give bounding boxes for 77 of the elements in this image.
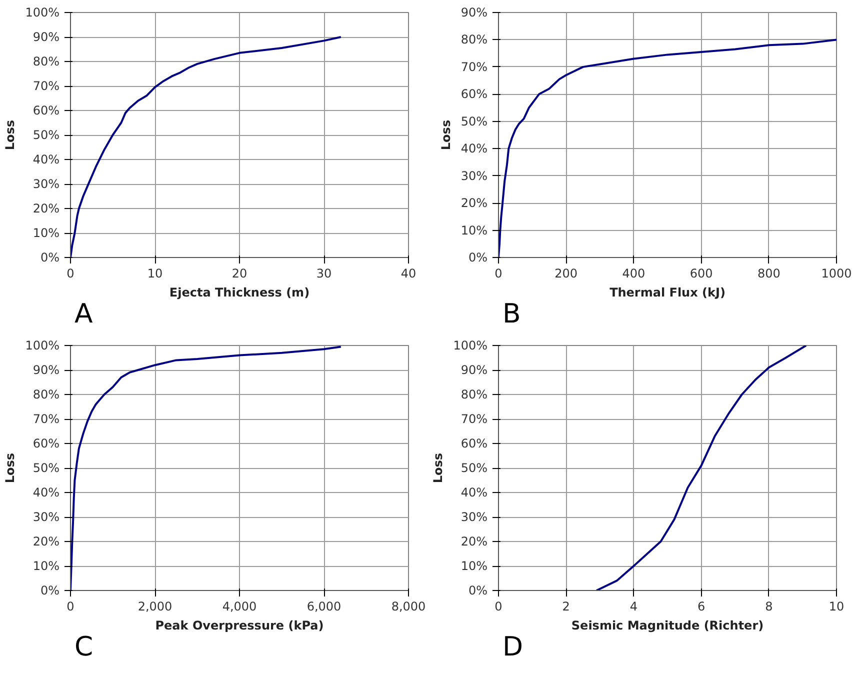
x-tick-label: 600: [690, 266, 713, 280]
x-tick-label: 2,000: [138, 600, 172, 614]
y-tick-label: 20%: [460, 534, 488, 548]
y-tick-label: 60%: [32, 436, 60, 450]
x-tick-label: 0: [494, 266, 502, 280]
x-tick-label: 8,000: [391, 600, 426, 614]
y-tick-label: 30%: [460, 510, 488, 524]
y-tick-label: 10%: [460, 559, 488, 573]
y-tick-label: 60%: [32, 104, 60, 118]
y-tick-label: 10%: [460, 223, 488, 238]
x-tick-label: 0: [494, 600, 502, 614]
x-tick-label: 0: [66, 600, 74, 614]
x-tick-label: 6: [697, 600, 706, 614]
x-tick-label: 10: [828, 600, 844, 614]
text: C: [74, 632, 94, 662]
x-tick-label: 200: [554, 266, 578, 280]
x-tick-label: 6,000: [306, 600, 342, 614]
x-tick-label: 10: [147, 266, 163, 280]
y-axis-title: Loss: [3, 120, 18, 150]
x-axis-title: Peak Overpressure (kPa): [155, 618, 324, 632]
text: B: [502, 298, 521, 330]
y-tick-label: 30%: [460, 168, 488, 183]
x-tick-label: 30: [316, 266, 332, 280]
y-tick-label: 90%: [460, 6, 488, 20]
y-tick-label: 100%: [453, 338, 488, 352]
x-axis-title: Ejecta Thickness (m): [169, 286, 310, 300]
y-tick-label: 0%: [468, 250, 488, 264]
y-tick-label: 90%: [32, 30, 60, 44]
y-tick-label: 40%: [32, 152, 60, 166]
y-tick-label: 80%: [460, 32, 488, 47]
x-tick-label: 1000: [821, 266, 852, 280]
y-tick-label: 10%: [32, 559, 60, 573]
y-tick-label: 50%: [460, 114, 488, 128]
x-tick-label: 0: [66, 266, 74, 280]
y-tick-label: 0%: [40, 584, 60, 598]
x-tick-label: 40: [400, 266, 416, 280]
y-axis-title: Loss: [3, 452, 18, 484]
x-tick-label: 20: [232, 266, 248, 280]
y-tick-label: 40%: [460, 486, 488, 500]
y-tick-label: 70%: [460, 412, 488, 426]
y-tick-label: 50%: [32, 128, 60, 142]
y-tick-label: 20%: [32, 202, 60, 216]
y-tick-label: 40%: [32, 486, 60, 500]
y-tick-label: 70%: [32, 79, 60, 93]
text: D: [502, 632, 524, 662]
y-axis-title: Loss: [438, 120, 453, 150]
y-tick-label: 80%: [32, 54, 60, 68]
y-tick-label: 20%: [460, 196, 488, 210]
y-tick-label: 0%: [40, 250, 60, 264]
y-tick-label: 70%: [32, 412, 60, 426]
y-tick-label: 40%: [460, 142, 488, 156]
x-axis-title: Seismic Magnitude (Richter): [571, 618, 764, 632]
y-axis-title: Loss: [431, 452, 446, 484]
x-tick-label: 2: [562, 600, 570, 614]
y-tick-label: 60%: [460, 87, 488, 102]
y-tick-label: 100%: [25, 6, 60, 20]
y-tick-label: 90%: [460, 363, 488, 377]
x-axis-title: Thermal Flux (kJ): [610, 286, 726, 300]
x-tick-label: 4: [630, 600, 638, 614]
y-tick-label: 50%: [32, 461, 60, 475]
y-tick-label: 70%: [460, 60, 488, 74]
text: A: [74, 298, 94, 330]
y-tick-label: 30%: [32, 510, 60, 524]
x-tick-label: 4,000: [222, 600, 257, 614]
y-tick-label: 20%: [32, 534, 60, 548]
y-tick-label: 0%: [468, 584, 488, 598]
x-tick-label: 8: [765, 600, 773, 614]
x-tick-label: 800: [757, 266, 780, 280]
y-tick-label: 80%: [460, 388, 488, 402]
y-tick-label: 30%: [32, 177, 60, 191]
y-tick-label: 60%: [460, 436, 488, 450]
y-tick-label: 80%: [32, 388, 60, 402]
x-tick-label: 400: [622, 266, 646, 280]
y-tick-label: 100%: [25, 338, 60, 352]
y-tick-label: 50%: [460, 461, 488, 475]
y-tick-label: 90%: [32, 363, 60, 377]
y-tick-label: 10%: [32, 226, 60, 240]
